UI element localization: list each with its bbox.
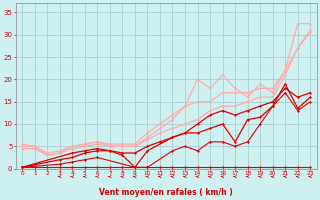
X-axis label: Vent moyen/en rafales ( km/h ): Vent moyen/en rafales ( km/h ) bbox=[100, 188, 233, 197]
